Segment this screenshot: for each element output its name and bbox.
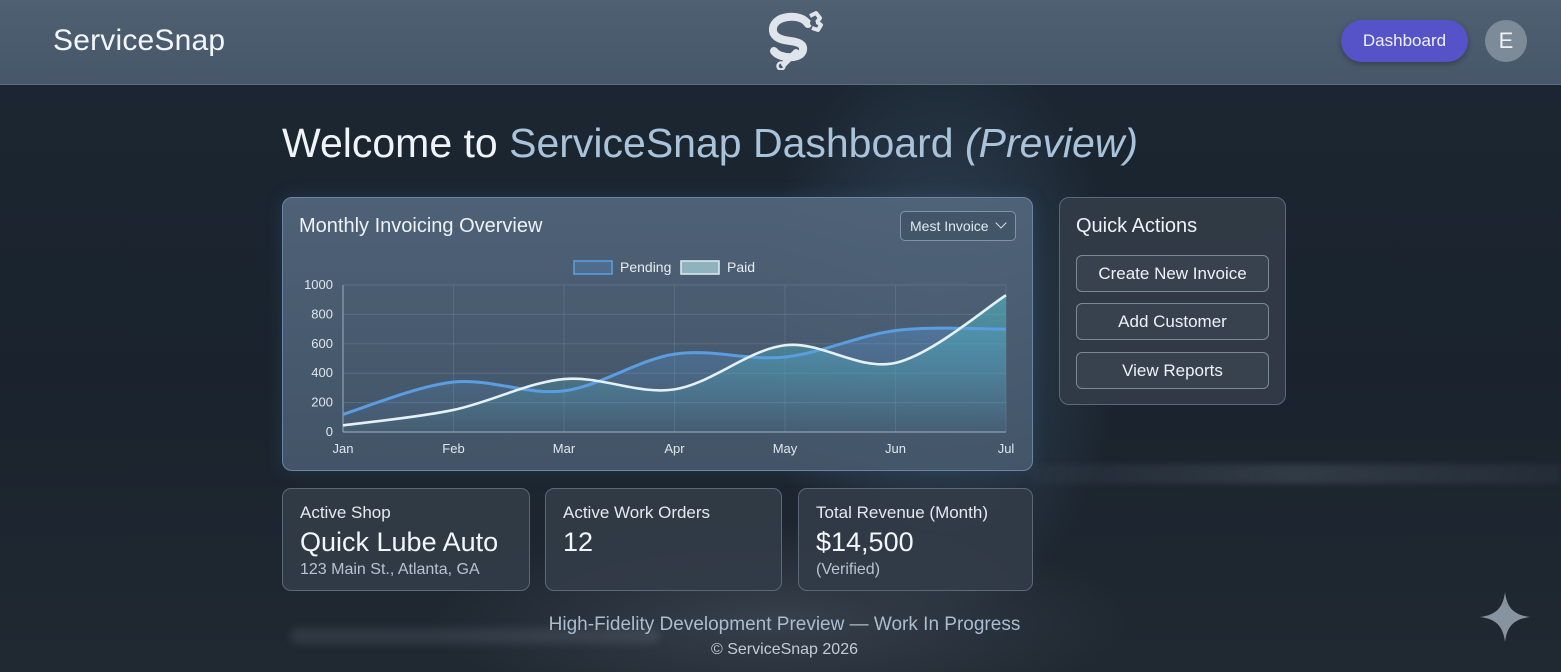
quick-actions-card: Quick Actions Create New Invoice Add Cus… — [1059, 197, 1286, 405]
brand-name[interactable]: ServiceSnap — [53, 24, 226, 57]
chevron-down-icon — [995, 217, 1007, 229]
paid-line — [342, 294, 1007, 427]
background-streak — [290, 628, 660, 644]
page-title-prefix: Welcome to — [282, 120, 510, 166]
quick-actions-title: Quick Actions — [1076, 215, 1198, 237]
stat-label: Active Work Orders — [563, 503, 711, 522]
invoicing-chart-card: 0 200 400 600 800 1000 Jan Feb Mar Apr May Jun Jul Pe… — [282, 197, 1033, 471]
sparkle-icon[interactable] — [1478, 590, 1532, 644]
y-tick-label: 800 — [311, 306, 333, 321]
stat-subtext: (Verified) — [816, 561, 881, 578]
user-avatar[interactable]: E — [1485, 20, 1527, 62]
top-bar: ServiceSnap Dashboard E — [0, 0, 1561, 85]
pending-line — [342, 326, 1007, 416]
dashboard-button[interactable]: Dashboard — [1341, 20, 1468, 62]
invoice-type-select[interactable]: Mest Invoice — [900, 211, 1016, 241]
x-tick-label: Jan — [333, 441, 354, 456]
add-customer-button[interactable]: Add Customer — [1076, 303, 1269, 340]
total-revenue-card[interactable]: Total Revenue (Month) $14,500 (Verified) — [798, 488, 1033, 591]
y-tick-label: 200 — [311, 395, 333, 410]
stat-subtext: 123 Main St., Atlanta, GA — [300, 561, 480, 578]
legend-label-pending: Pending — [620, 259, 671, 275]
y-tick-label: 600 — [311, 336, 333, 351]
background-streak — [1030, 464, 1561, 484]
y-tick-label: 400 — [311, 365, 333, 380]
stat-value: 12 — [563, 527, 594, 557]
legend-label-paid: Paid — [727, 259, 755, 275]
create-invoice-button[interactable]: Create New Invoice — [1076, 255, 1269, 292]
x-tick-label: Feb — [442, 441, 464, 456]
y-tick-label: 0 — [326, 424, 333, 439]
x-tick-label: Apr — [664, 441, 685, 456]
x-tick-label: Mar — [553, 441, 576, 456]
paid-area — [343, 295, 1006, 432]
x-tick-label: Jun — [885, 441, 906, 456]
stat-label: Active Shop — [300, 503, 391, 522]
x-tick-label: May — [773, 441, 798, 456]
invoicing-chart: 0 200 400 600 800 1000 Jan Feb Mar Apr May Jun Jul Pe… — [304, 259, 1015, 456]
x-tick-label: Jul — [998, 441, 1015, 456]
stat-value: Quick Lube Auto — [300, 527, 499, 557]
footer-notice: High-Fidelity Development Preview — Work… — [548, 614, 1021, 635]
stat-label: Total Revenue (Month) — [816, 503, 988, 522]
active-work-orders-card[interactable]: Active Work Orders 12 — [545, 488, 782, 591]
footer-copyright: © ServiceSnap 2026 — [711, 641, 858, 658]
stat-value: $14,500 — [816, 527, 914, 557]
wrench-s-logo-icon[interactable] — [760, 10, 824, 70]
invoice-type-select-value: Mest Invoice — [910, 218, 989, 234]
page-title-preview: (Preview) — [964, 120, 1139, 166]
chart-title: Monthly Invoicing Overview — [299, 215, 543, 237]
legend-swatch-pending — [573, 260, 613, 275]
active-shop-card[interactable]: Active Shop Quick Lube Auto 123 Main St.… — [282, 488, 530, 591]
view-reports-button[interactable]: View Reports — [1076, 352, 1269, 389]
legend-swatch-paid — [680, 260, 720, 275]
page-title: Welcome to ServiceSnap Dashboard (Previe… — [282, 120, 1138, 167]
y-tick-label: 1000 — [304, 277, 333, 292]
page-title-accent: ServiceSnap Dashboard — [509, 120, 954, 166]
